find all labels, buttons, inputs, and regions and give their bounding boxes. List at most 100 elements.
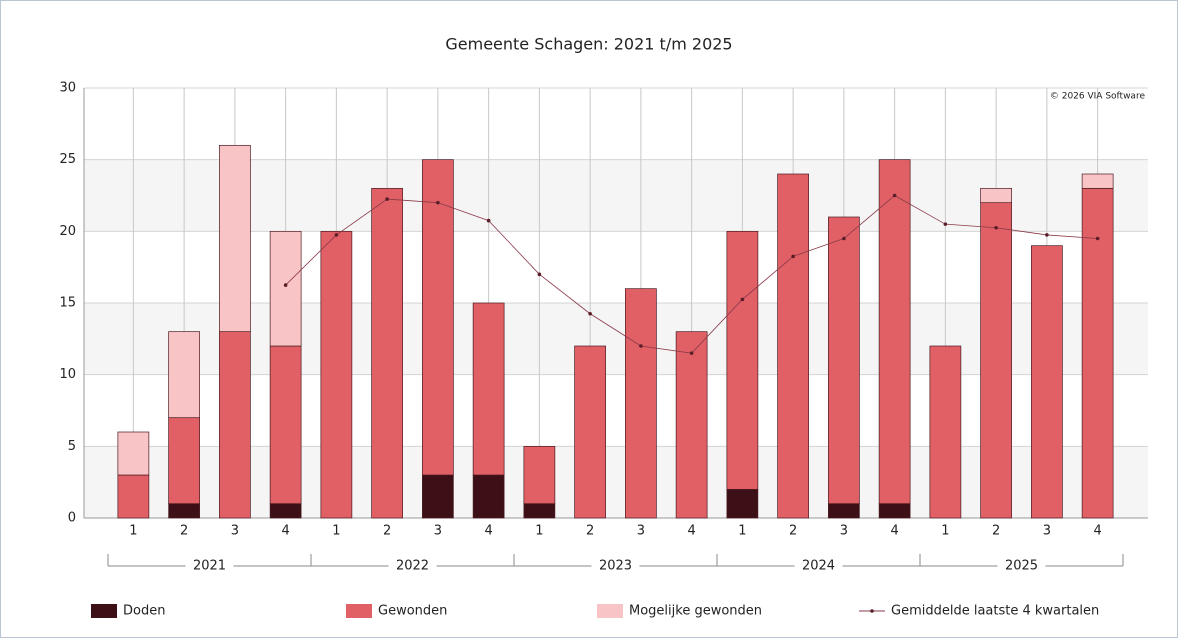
average-point <box>1095 236 1100 241</box>
bar-segment <box>168 417 200 505</box>
x-tick-label: 2 <box>383 524 391 539</box>
group-label-bg <box>185 558 234 574</box>
average-point <box>943 222 948 226</box>
x-tick-label: 4 <box>281 524 289 539</box>
x-tick-label: 4 <box>484 524 492 539</box>
average-point <box>842 236 846 241</box>
bar-segment <box>219 144 251 333</box>
legend-label: Doden <box>123 604 165 619</box>
bar-segment <box>269 230 302 347</box>
group-label: 2024 <box>802 559 835 574</box>
x-tick-label: 1 <box>129 524 137 539</box>
bar-segment <box>980 187 1012 204</box>
y-tick-label: 20 <box>59 224 76 239</box>
average-point <box>385 197 389 201</box>
x-tick-label: 3 <box>637 524 645 539</box>
legend-label: Gewonden <box>378 604 447 619</box>
legend-label: Mogelijke gewonden <box>629 604 762 619</box>
bar-segment <box>828 503 860 519</box>
bar-segment <box>117 431 150 476</box>
bar-segment <box>269 503 302 519</box>
x-tick-label: 3 <box>1043 524 1051 539</box>
bar-segment <box>625 288 657 519</box>
x-tick-label: 1 <box>738 524 746 539</box>
x-tick-label: 3 <box>840 524 848 539</box>
y-tick-label: 10 <box>59 367 76 382</box>
bar-segment <box>980 202 1012 519</box>
y-tick-label: 0 <box>68 511 76 526</box>
x-tick-label: 4 <box>1093 524 1101 539</box>
x-tick-label: 4 <box>890 524 898 539</box>
average-point <box>639 344 643 348</box>
y-tick-label: 25 <box>59 152 76 167</box>
x-tick-label: 3 <box>434 524 442 539</box>
bar-segment <box>371 187 403 519</box>
average-point <box>436 200 440 205</box>
y-tick-label: 30 <box>59 81 76 96</box>
bar-segment <box>726 230 759 490</box>
y-tick-label: 5 <box>68 439 76 454</box>
bar-segment <box>472 302 505 476</box>
bar-segment <box>1081 187 1114 519</box>
bar-segment <box>574 345 606 519</box>
legend-swatch <box>91 604 117 618</box>
bar-segment <box>929 345 962 519</box>
bar-segment <box>675 331 708 519</box>
bar-segment <box>523 503 556 519</box>
average-point <box>689 351 694 355</box>
x-tick-label: 2 <box>586 524 594 539</box>
average-point <box>537 272 542 277</box>
group-label-bg <box>388 558 437 574</box>
bar-segment <box>472 474 505 519</box>
bar-segment <box>422 159 454 476</box>
bar-segment <box>878 503 911 519</box>
average-point <box>588 311 592 316</box>
legend-swatch <box>346 604 372 618</box>
average-point <box>486 218 491 223</box>
grid-band <box>84 303 1148 375</box>
average-point <box>740 297 745 302</box>
bar-segment <box>168 331 200 419</box>
group-label: 2023 <box>599 559 632 574</box>
bar-segment <box>168 503 200 519</box>
average-point <box>994 225 998 230</box>
x-tick-label: 4 <box>687 524 695 539</box>
x-tick-label: 2 <box>180 524 188 539</box>
group-label: 2021 <box>193 559 226 574</box>
legend-swatch-dot <box>870 609 874 613</box>
chart-title: Gemeente Schagen: 2021 t/m 2025 <box>445 35 732 54</box>
average-point <box>892 193 897 198</box>
x-tick-label: 2 <box>789 524 797 539</box>
x-tick-label: 1 <box>332 524 340 539</box>
legend-swatch <box>597 604 623 618</box>
bar-segment <box>878 159 911 505</box>
group-label-bg <box>591 558 640 574</box>
average-point <box>791 254 795 259</box>
bar-segment <box>219 331 251 519</box>
x-tick-label: 1 <box>941 524 949 539</box>
bar-segment <box>777 173 809 519</box>
grid-band <box>84 446 1148 518</box>
bar-segment <box>117 474 150 519</box>
bar-segment <box>828 216 860 505</box>
bar-segment <box>1081 173 1114 189</box>
x-tick-label: 1 <box>535 524 543 539</box>
x-tick-label: 2 <box>992 524 1000 539</box>
group-label: 2025 <box>1005 559 1038 574</box>
group-label-bg <box>997 558 1046 574</box>
average-point <box>1045 233 1049 237</box>
average-point <box>334 233 339 237</box>
bar-segment <box>1031 245 1063 519</box>
legend-label: Gemiddelde laatste 4 kwartalen <box>891 604 1099 619</box>
bar-segment <box>320 230 353 519</box>
average-point <box>283 283 288 287</box>
group-label-bg <box>794 558 843 574</box>
bar-segment <box>269 345 302 505</box>
bar-segment <box>726 488 759 519</box>
bar-segment <box>523 445 556 505</box>
x-tick-label: 3 <box>231 524 239 539</box>
grid-band <box>84 159 1148 232</box>
group-label: 2022 <box>396 559 429 574</box>
